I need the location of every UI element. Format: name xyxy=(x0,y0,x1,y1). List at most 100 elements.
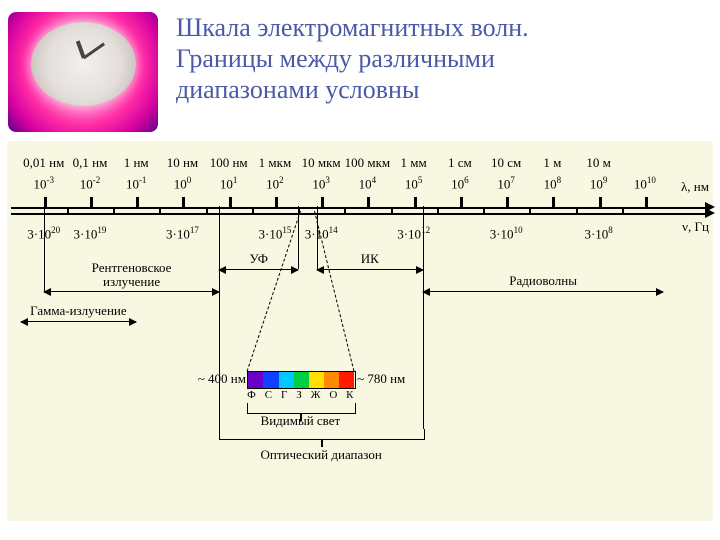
axis-tick xyxy=(367,197,370,209)
axis-minor-tick xyxy=(159,207,161,213)
axis-tick xyxy=(136,197,139,209)
frequency-label: 3·1015 xyxy=(259,225,292,242)
exponent-label: 100 xyxy=(174,175,192,192)
clock-minute-hand xyxy=(83,43,105,60)
page-title: Шкала электромагнитных волн.Границы межд… xyxy=(158,12,529,106)
spectrum-letters: ФСГЗЖОК xyxy=(247,389,353,401)
axis-minor-tick xyxy=(529,207,531,213)
xray-left-tick xyxy=(44,206,45,291)
optical-label: Оптический диапазон xyxy=(261,447,382,463)
optical-bracket xyxy=(219,429,424,440)
spectrum-color xyxy=(279,372,294,388)
header: Шкала электромагнитных волн.Границы межд… xyxy=(0,0,720,136)
axis-tick xyxy=(90,197,93,209)
radio-label: Радиоволны xyxy=(509,273,577,289)
wavelength-label: 1 нм xyxy=(124,155,149,171)
exponent-label: 105 xyxy=(405,175,423,192)
visible-right-label: ~ 780 нм xyxy=(357,371,405,387)
ir-range xyxy=(317,269,423,270)
axis-tick xyxy=(414,197,417,209)
spectrum-letter: С xyxy=(265,389,272,401)
spectrum-letter: З xyxy=(296,389,302,401)
exponent-label: 104 xyxy=(359,175,377,192)
visible-label: Видимый свет xyxy=(261,413,341,429)
uv-label: УФ xyxy=(249,251,268,267)
wavelength-label: 10 мкм xyxy=(302,155,341,171)
wavelength-label: 0,1 нм xyxy=(73,155,108,171)
clock-icon xyxy=(8,12,158,132)
xray-range xyxy=(44,291,220,292)
axis-tick xyxy=(506,197,509,209)
axis-minor-tick xyxy=(391,207,393,213)
spectrum-color xyxy=(324,372,339,388)
wavelength-label: 0,01 нм xyxy=(23,155,64,171)
spectrum-letter: Ж xyxy=(311,389,321,401)
uv-range xyxy=(219,269,298,270)
exponent-label: 103 xyxy=(312,175,330,192)
optical-bracket-tick xyxy=(219,261,220,429)
ir-left-tick xyxy=(317,206,318,269)
wavelength-label: 1 м xyxy=(543,155,561,171)
exponent-label: 10-3 xyxy=(33,175,54,192)
gamma-range xyxy=(21,321,137,322)
spectrum-letter: К xyxy=(346,389,353,401)
axis-line-top xyxy=(11,207,709,209)
axis-minor-tick xyxy=(252,207,254,213)
wavelength-label: 100 мкм xyxy=(345,155,391,171)
nu-arrow-icon xyxy=(705,208,715,218)
wavelength-label: 10 м xyxy=(586,155,610,171)
wavelength-label: 100 нм xyxy=(210,155,248,171)
frequency-label: 3·1010 xyxy=(490,225,523,242)
spectrum-color xyxy=(339,372,354,388)
wavelength-label: 1 см xyxy=(448,155,472,171)
axis-tick xyxy=(275,197,278,209)
axis-minor-tick xyxy=(206,207,208,213)
spectrum-color xyxy=(294,372,309,388)
axis-line-bottom xyxy=(11,213,709,215)
optical-bracket-tick xyxy=(423,261,424,429)
frequency-label: 3·108 xyxy=(584,225,612,242)
xray-label: Рентгеновскоеизлучение xyxy=(72,261,192,288)
wavelength-label: 1 мкм xyxy=(259,155,292,171)
ir-label: ИК xyxy=(361,251,379,267)
frequency-label: 3·1019 xyxy=(74,225,107,242)
spectrum-color xyxy=(248,372,263,388)
axis-minor-tick xyxy=(622,207,624,213)
exponent-label: 106 xyxy=(451,175,469,192)
visible-left-label: ~ 400 нм xyxy=(198,371,246,387)
axis-tick xyxy=(552,197,555,209)
nu-unit-label: ν, Гц xyxy=(682,219,709,235)
spectrum-color xyxy=(263,372,278,388)
axis-minor-tick xyxy=(344,207,346,213)
em-spectrum-diagram: 0,01 нм0,1 нм1 нм10 нм100 нм1 мкм10 мкм1… xyxy=(6,140,714,522)
title-line: Шкала электромагнитных волн. xyxy=(176,12,529,43)
exponent-label: 1010 xyxy=(634,175,656,192)
exponent-label: 109 xyxy=(590,175,608,192)
axis-minor-tick xyxy=(483,207,485,213)
radio-range xyxy=(423,291,663,292)
axis-tick xyxy=(645,197,648,209)
exponent-label: 107 xyxy=(497,175,515,192)
axis-tick xyxy=(599,197,602,209)
clock-face xyxy=(31,22,136,106)
frequency-label: 3·1017 xyxy=(166,225,199,242)
frequency-label: 3·1012 xyxy=(397,225,430,242)
wavelength-axis: 0,01 нм0,1 нм1 нм10 нм100 нм1 мкм10 мкм1… xyxy=(7,203,713,225)
axis-minor-tick xyxy=(67,207,69,213)
exponent-label: 101 xyxy=(220,175,238,192)
exponent-label: 102 xyxy=(266,175,284,192)
axis-tick xyxy=(182,197,185,209)
axis-minor-tick xyxy=(113,207,115,213)
wavelength-label: 10 нм xyxy=(167,155,198,171)
lambda-unit-label: λ, нм xyxy=(681,179,709,195)
spectrum-letter: Ф xyxy=(247,389,256,401)
spectrum-letter: О xyxy=(329,389,337,401)
title-line: Границы между различными xyxy=(176,43,529,74)
exponent-label: 10-1 xyxy=(126,175,147,192)
exponent-label: 108 xyxy=(544,175,562,192)
spectrum-color xyxy=(309,372,324,388)
title-line: диапазонами условны xyxy=(176,74,529,105)
axis-tick xyxy=(229,197,232,209)
spectrum-letter: Г xyxy=(281,389,287,401)
axis-tick xyxy=(321,197,324,209)
